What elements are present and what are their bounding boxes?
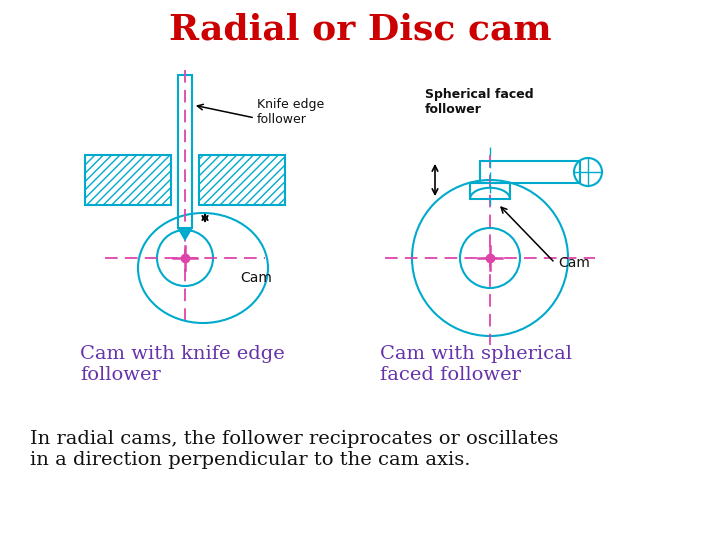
- Text: Knife edge
follower: Knife edge follower: [257, 98, 324, 126]
- Bar: [178, 75, 192, 228]
- Text: Cam with knife edge
follower: Cam with knife edge follower: [80, 345, 284, 384]
- Text: In radial cams, the follower reciprocates or oscillates
in a direction perpendic: In radial cams, the follower reciprocate…: [30, 430, 559, 469]
- Bar: [85, 155, 171, 205]
- Text: Cam with spherical
faced follower: Cam with spherical faced follower: [380, 345, 572, 384]
- Text: Spherical faced
follower: Spherical faced follower: [425, 88, 534, 116]
- Text: Cam: Cam: [558, 256, 590, 270]
- Polygon shape: [178, 228, 192, 240]
- Text: Radial or Disc cam: Radial or Disc cam: [168, 13, 552, 47]
- Bar: [480, 161, 580, 183]
- Bar: [199, 155, 285, 205]
- Text: Cam: Cam: [240, 271, 272, 285]
- Bar: [470, 183, 510, 199]
